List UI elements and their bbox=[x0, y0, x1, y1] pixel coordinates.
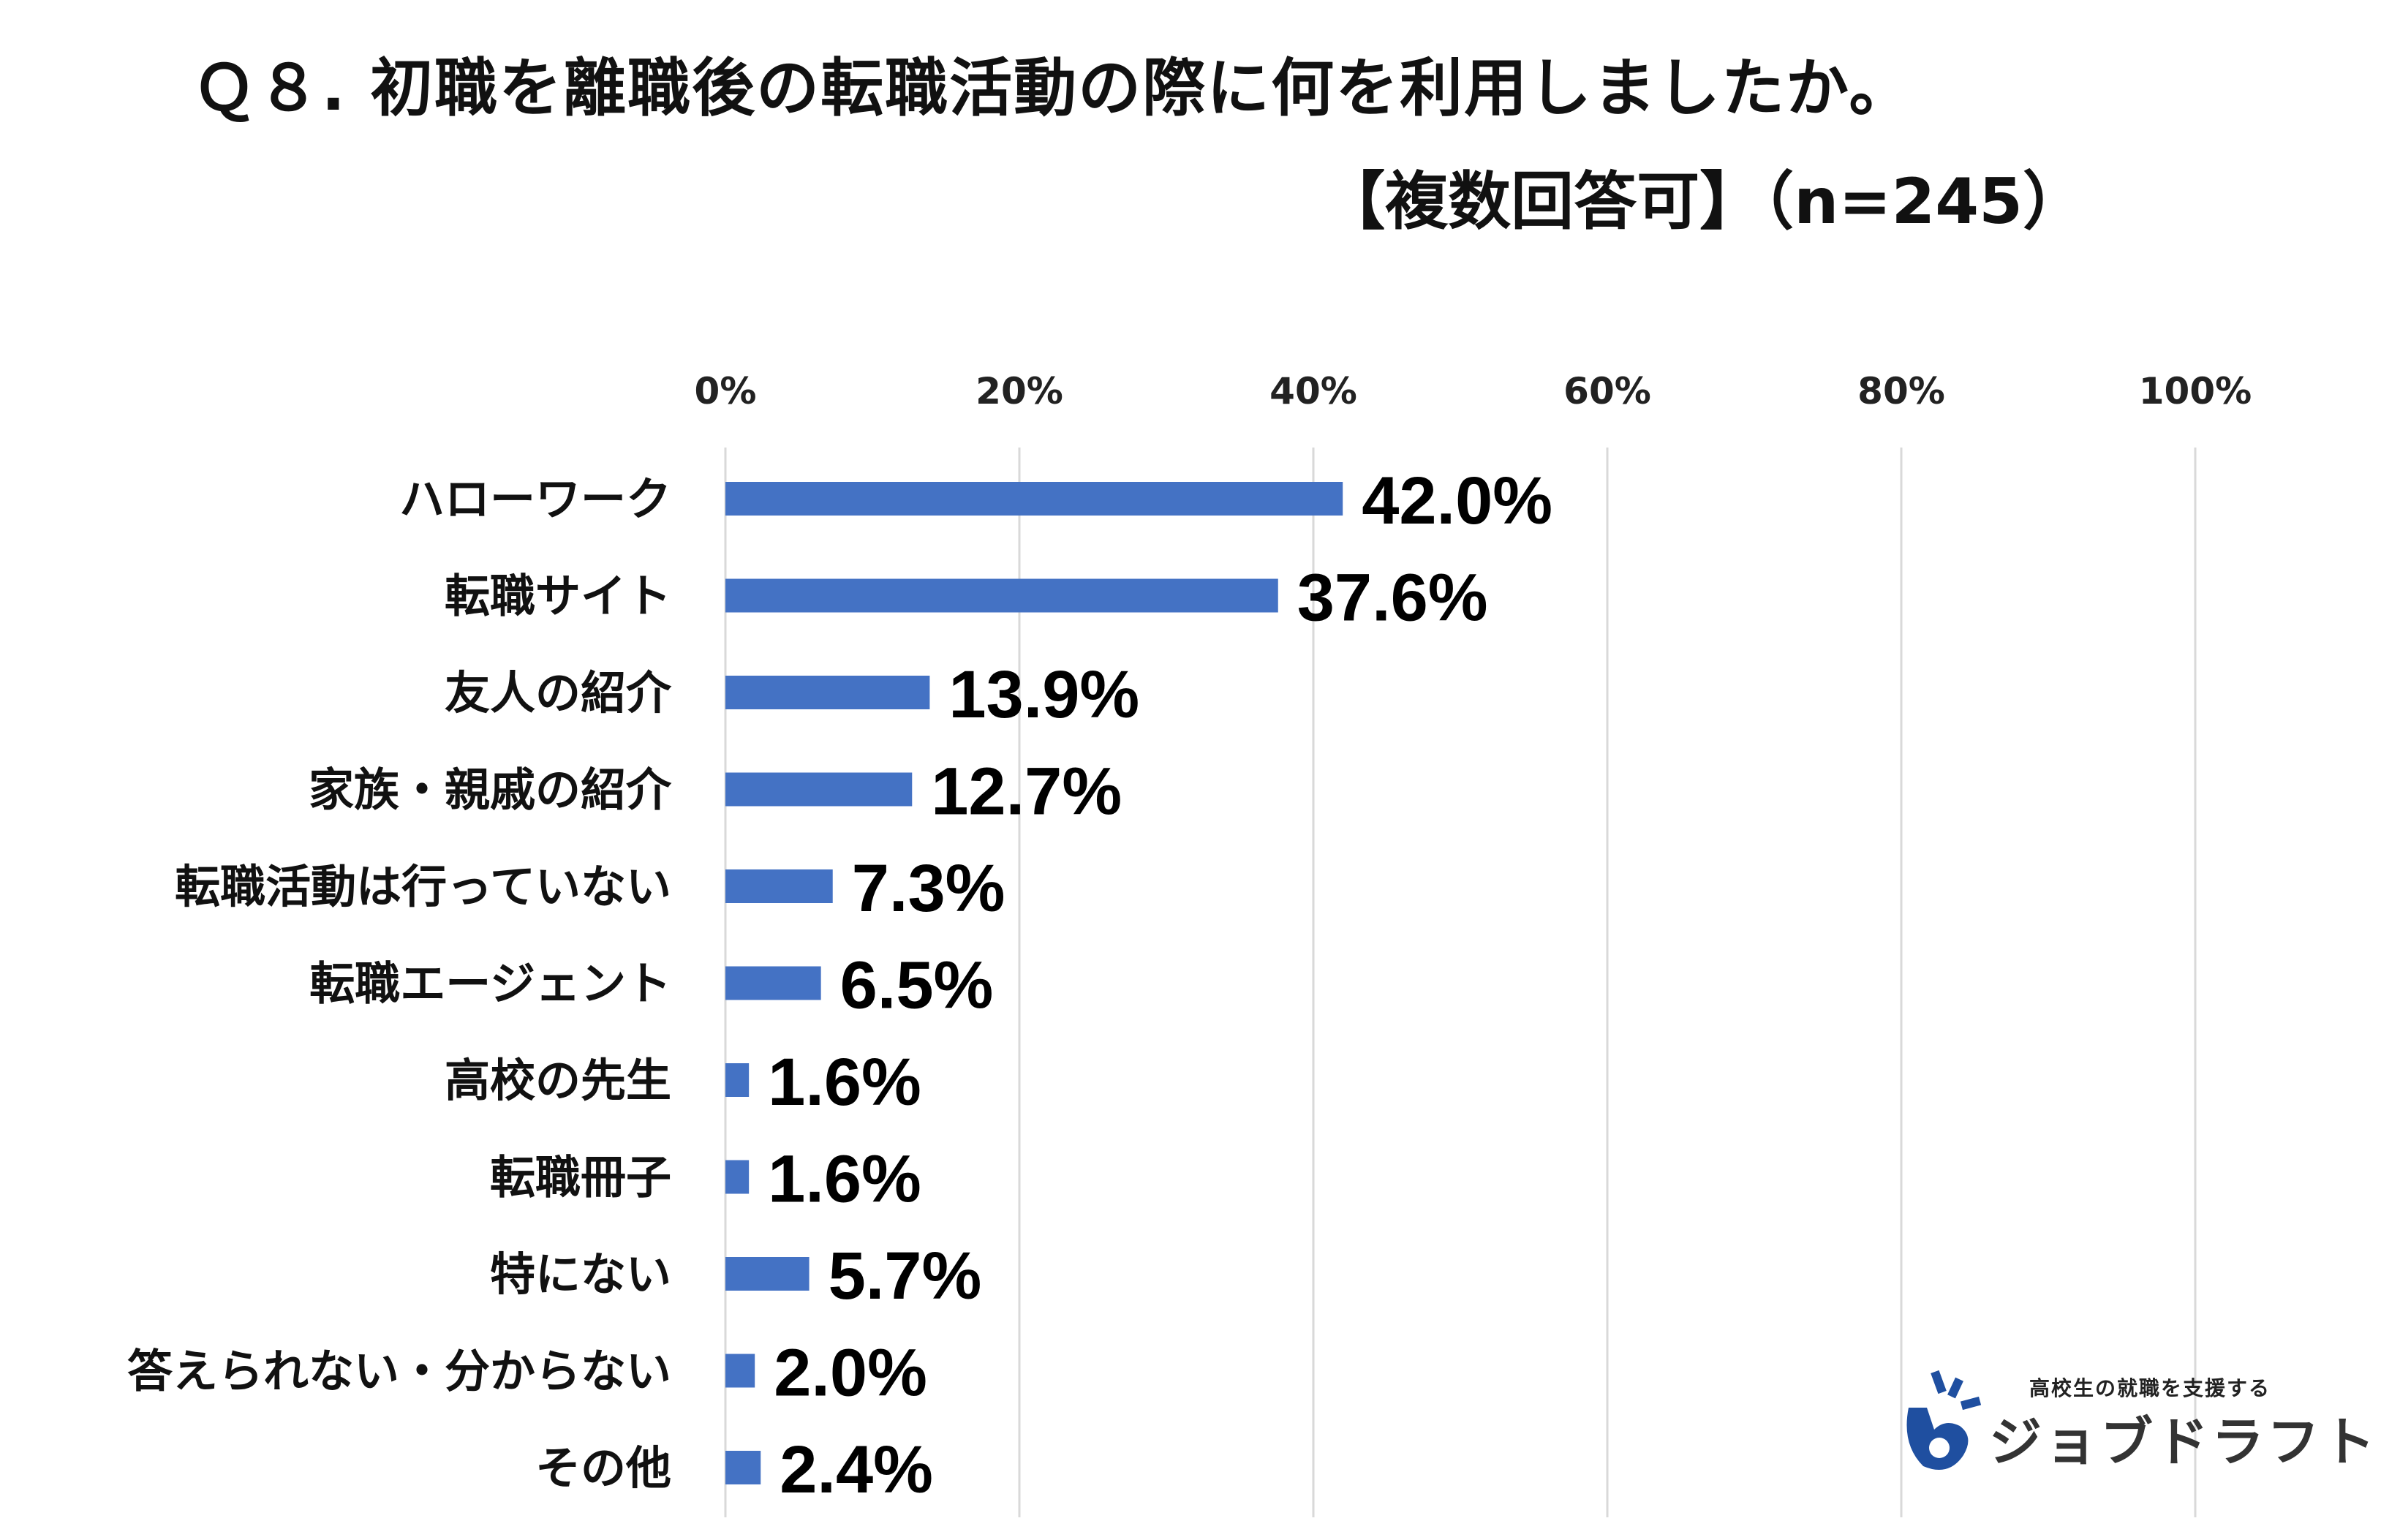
bar bbox=[725, 1063, 750, 1097]
data-label: 1.6% bbox=[768, 1142, 921, 1217]
x-tick-label: 0% bbox=[695, 370, 757, 412]
category-label: ハローワーク bbox=[399, 472, 671, 526]
category-label: 家族・親戚の紹介 bbox=[309, 763, 672, 817]
bar bbox=[725, 1451, 761, 1484]
data-label: 13.9% bbox=[948, 657, 1139, 732]
x-tick-label: 20% bbox=[976, 370, 1063, 412]
chart-title: Ｑ８. 初職を離職後の転職活動の際に何を利用しましたか。 bbox=[192, 52, 1914, 125]
data-label: 42.0% bbox=[1362, 464, 1552, 538]
data-label: 6.5% bbox=[840, 948, 994, 1023]
category-label: 友人の紹介 bbox=[445, 666, 672, 720]
category-labels: ハローワーク転職サイト友人の紹介家族・親戚の紹介転職活動は行っていない転職エージ… bbox=[127, 472, 672, 1495]
x-tick-label: 80% bbox=[1857, 370, 1945, 412]
data-label: 2.0% bbox=[774, 1336, 927, 1411]
category-label: 転職サイト bbox=[445, 570, 671, 623]
bar bbox=[725, 676, 930, 709]
data-label: 1.6% bbox=[768, 1045, 921, 1120]
category-label: 転職冊子 bbox=[490, 1151, 671, 1204]
chart-subtitle: 【複数回答可】（n=245） bbox=[1322, 165, 2086, 238]
bars bbox=[725, 482, 1343, 1484]
bar bbox=[725, 482, 1343, 516]
logo-tagline: 高校生の就職を支援する bbox=[2029, 1376, 2271, 1400]
data-label: 5.7% bbox=[829, 1239, 982, 1313]
data-label: 7.3% bbox=[852, 851, 1005, 926]
jobdraft-logo: 高校生の就職を支援する ジョブドラフト bbox=[1894, 1356, 2375, 1481]
bar bbox=[725, 869, 833, 903]
bar bbox=[725, 578, 1278, 613]
category-label: 転職エージェント bbox=[309, 957, 671, 1011]
bar bbox=[725, 1257, 810, 1291]
data-label: 12.7% bbox=[931, 755, 1122, 829]
logo-name: ジョブドラフト bbox=[1989, 1411, 2379, 1473]
category-label: 特にない bbox=[490, 1248, 671, 1301]
category-label: その他 bbox=[535, 1441, 671, 1495]
bar bbox=[725, 772, 913, 807]
x-tick-label: 60% bbox=[1563, 370, 1651, 412]
category-label: 高校の先生 bbox=[445, 1054, 671, 1107]
bar bbox=[725, 1160, 750, 1194]
bar bbox=[725, 1354, 755, 1388]
data-label: 2.4% bbox=[780, 1433, 933, 1507]
category-label: 転職活動は行っていない bbox=[175, 860, 671, 913]
category-label: 答えられない・分からない bbox=[127, 1345, 671, 1398]
bar bbox=[725, 966, 821, 1000]
data-label: 37.6% bbox=[1297, 561, 1488, 635]
data-labels: 42.0% 37.6% 13.9% 12.7% 7.3% 6.5% 1.6% 1.6% 5.7%… bbox=[768, 464, 1552, 1507]
x-tick-label: 40% bbox=[1269, 370, 1357, 412]
x-tick-label: 100% bbox=[2139, 370, 2252, 412]
logo-mark-icon bbox=[1906, 1370, 1982, 1470]
x-axis-ticks: 0% 20% 40% 60% 80% 100% bbox=[695, 370, 2252, 412]
